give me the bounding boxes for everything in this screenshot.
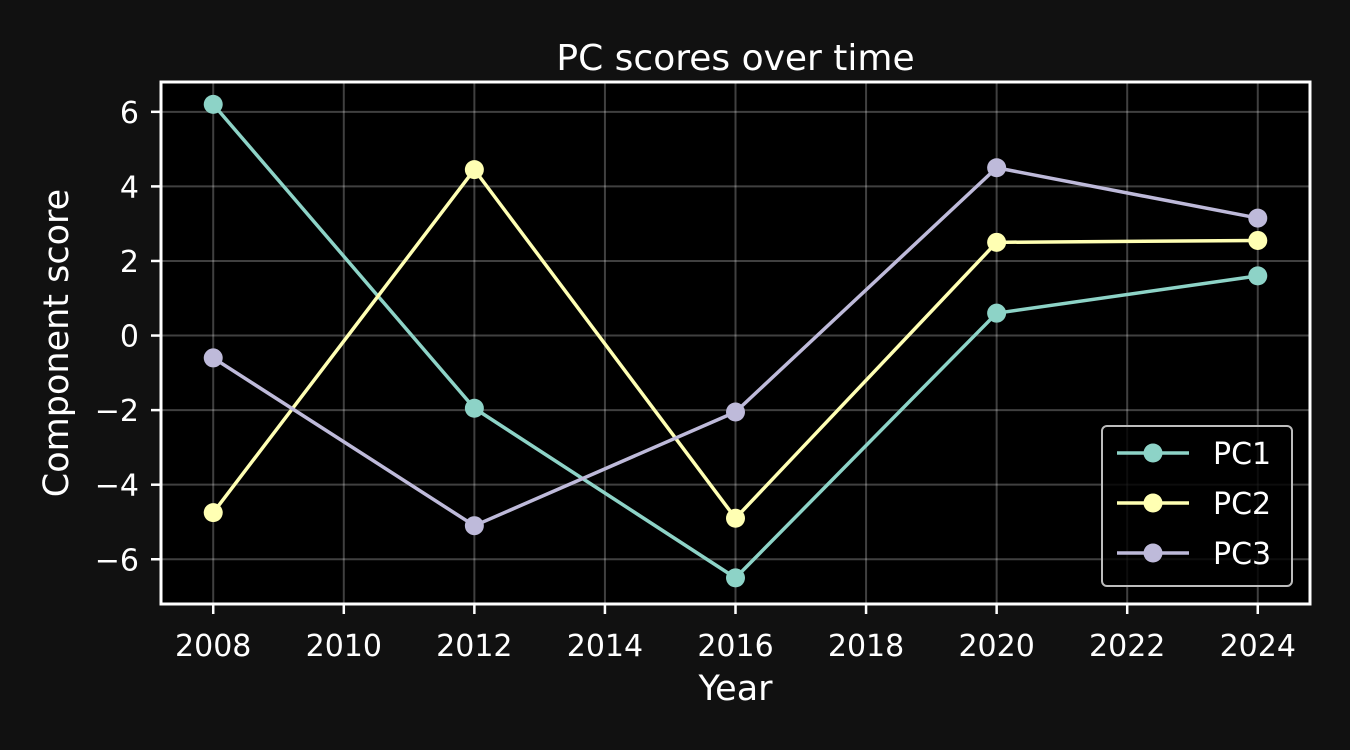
data-point-pc1 xyxy=(987,303,1007,323)
legend-marker-pc2 xyxy=(1143,493,1163,513)
legend: PC1 PC2 PC3 xyxy=(1101,425,1293,587)
data-point-pc3 xyxy=(203,348,223,368)
x-axis-label: Year xyxy=(697,669,773,709)
legend-marker-pc1 xyxy=(1143,443,1163,463)
y-tick-label: 6 xyxy=(120,96,139,131)
data-point-pc3 xyxy=(1248,208,1268,228)
x-tick-label: 2022 xyxy=(1089,629,1165,664)
x-tick-label: 2018 xyxy=(828,629,904,664)
data-point-pc1 xyxy=(726,568,745,588)
x-tick-label: 2020 xyxy=(958,629,1034,664)
x-tick-label: 2024 xyxy=(1220,629,1296,664)
legend-label-pc2: PC2 xyxy=(1213,487,1271,522)
x-tick-label: 2014 xyxy=(567,629,643,664)
data-point-pc2 xyxy=(1248,230,1268,250)
y-tick-label: −4 xyxy=(95,469,139,504)
y-tick-label: −6 xyxy=(95,543,139,578)
y-axis-label: Component score xyxy=(37,189,77,497)
chart-title: PC scores over time xyxy=(556,38,914,79)
series-lines xyxy=(203,94,1268,588)
data-point-pc2 xyxy=(726,508,745,528)
y-tick-label: −2 xyxy=(95,394,139,429)
x-tick-label: 2010 xyxy=(306,629,382,664)
x-tick-label: 2016 xyxy=(697,629,773,664)
data-point-pc2 xyxy=(464,160,484,180)
axes: 2008 2010 2012 2014 2016 2018 2020 2022 2024 −6 −4… xyxy=(95,96,1296,664)
legend-marker-pc3 xyxy=(1143,543,1163,563)
y-tick-label: 2 xyxy=(120,245,139,280)
data-point-pc3 xyxy=(987,158,1007,178)
data-point-pc1 xyxy=(464,398,484,418)
y-tick-label: 4 xyxy=(120,170,139,205)
data-point-pc2 xyxy=(203,503,223,523)
data-point-pc3 xyxy=(464,516,484,536)
legend-label-pc1: PC1 xyxy=(1213,437,1271,472)
data-point-pc3 xyxy=(726,402,745,422)
data-point-pc1 xyxy=(1248,266,1268,286)
x-tick-label: 2012 xyxy=(436,629,512,664)
data-point-pc2 xyxy=(987,232,1007,252)
y-tick-label: 0 xyxy=(120,320,139,355)
data-point-pc1 xyxy=(203,94,223,114)
x-tick-label: 2008 xyxy=(175,629,251,664)
legend-label-pc3: PC3 xyxy=(1213,537,1271,572)
